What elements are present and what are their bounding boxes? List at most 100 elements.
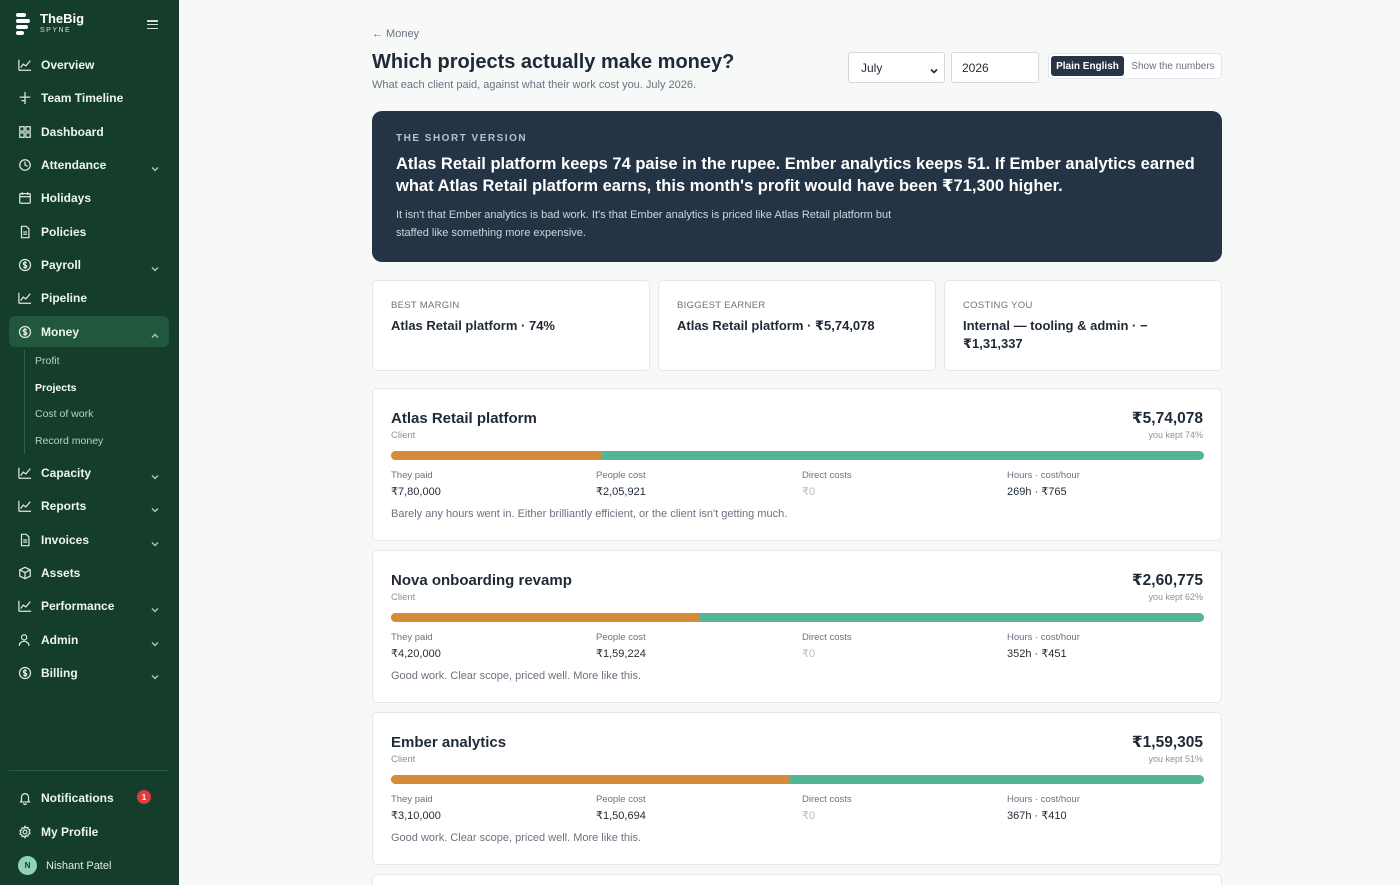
margin-bar bbox=[391, 613, 1204, 622]
sidebar-item-label: Pipeline bbox=[41, 290, 88, 305]
kpi-value: Atlas Retail platform · ₹5,74,078 bbox=[677, 318, 875, 333]
metric-people-cost: People cost ₹1,59,224 bbox=[596, 632, 646, 662]
clock-icon bbox=[17, 157, 33, 173]
metric-label: People cost bbox=[596, 632, 646, 643]
project-card-partial bbox=[372, 874, 1222, 885]
chevron-down-icon bbox=[151, 501, 159, 513]
metric-value: ₹3,10,000 bbox=[391, 810, 441, 822]
sidebar-item-label: Money bbox=[41, 324, 80, 339]
sidebar-item-label: Admin bbox=[41, 632, 79, 647]
sidebar-item-money[interactable]: Money bbox=[9, 316, 169, 347]
sidebar-item-label: My Profile bbox=[41, 824, 99, 839]
project-type-tag: Client bbox=[391, 754, 416, 765]
summary-headline: Atlas Retail platform keeps 74 paise in … bbox=[396, 155, 1195, 195]
metric-direct-costs: Direct costs ₹0 bbox=[802, 470, 852, 500]
user-icon bbox=[17, 632, 33, 648]
project-card[interactable]: Atlas Retail platform Client ₹5,74,078 you … bbox=[372, 388, 1222, 541]
sidebar-item-my-profile[interactable]: My Profile bbox=[9, 816, 169, 847]
sidebar-item-dashboard[interactable]: Dashboard bbox=[9, 116, 169, 147]
year-value: 2026 bbox=[962, 60, 989, 75]
chart-line-icon bbox=[17, 290, 33, 306]
sidebar-item-notifications[interactable]: Notifications 1 bbox=[9, 782, 169, 813]
sub-item-profit[interactable]: Profit bbox=[35, 355, 60, 367]
metric-label: Direct costs bbox=[802, 632, 852, 643]
sidebar-item-policies[interactable]: Policies bbox=[9, 216, 169, 247]
sub-item-projects[interactable]: Projects bbox=[35, 382, 77, 394]
metric-value: ₹2,05,921 bbox=[596, 486, 646, 498]
month-select[interactable]: July bbox=[848, 52, 945, 83]
metric-label: They paid bbox=[391, 794, 433, 805]
project-profit: ₹1,59,305 bbox=[1131, 734, 1203, 751]
avatar: N bbox=[18, 856, 37, 875]
margin-bar bbox=[391, 775, 1204, 784]
document-icon bbox=[17, 224, 33, 240]
metric-value: ₹4,20,000 bbox=[391, 648, 441, 660]
chart-line-icon bbox=[17, 598, 33, 614]
metric-value: 352h · ₹451 bbox=[1007, 648, 1067, 660]
chart-line-icon bbox=[17, 498, 33, 514]
sidebar-item-overview[interactable]: Overview bbox=[9, 49, 169, 80]
sidebar: TheBig SPYNE Overview Team Timeline Dashbo… bbox=[0, 0, 179, 885]
project-kept-percent: you kept 62% bbox=[1148, 592, 1203, 602]
project-card[interactable]: Ember analytics Client ₹1,59,305 you kept 5… bbox=[372, 712, 1222, 865]
summary-card: THE SHORT VERSION Atlas Retail platform … bbox=[372, 111, 1222, 262]
brand[interactable]: TheBig SPYNE bbox=[16, 12, 84, 35]
user-profile[interactable]: N Nishant Patel bbox=[18, 856, 111, 875]
cost-bar-segment bbox=[391, 451, 603, 460]
brand-logo-icon bbox=[16, 12, 30, 35]
project-card[interactable]: Nova onboarding revamp Client ₹2,60,775 you… bbox=[372, 550, 1222, 703]
sidebar-item-invoices[interactable]: Invoices bbox=[9, 524, 169, 555]
sidebar-item-pipeline[interactable]: Pipeline bbox=[9, 282, 169, 313]
gear-icon bbox=[17, 824, 33, 840]
sidebar-item-performance[interactable]: Performance bbox=[9, 590, 169, 621]
calendar-icon bbox=[17, 190, 33, 206]
project-kept-percent: you kept 74% bbox=[1148, 430, 1203, 440]
sub-item-record-money[interactable]: Record money bbox=[35, 435, 104, 447]
menu-toggle-icon[interactable] bbox=[147, 20, 158, 29]
chevron-down-icon bbox=[151, 535, 159, 547]
sidebar-item-billing[interactable]: Billing bbox=[9, 657, 169, 688]
month-value: July bbox=[861, 60, 883, 75]
metric-hours: Hours · cost/hour 269h · ₹765 bbox=[1007, 470, 1080, 500]
sidebar-item-assets[interactable]: Assets bbox=[9, 557, 169, 588]
sidebar-item-holidays[interactable]: Holidays bbox=[9, 182, 169, 213]
chart-line-icon bbox=[17, 465, 33, 481]
plain-english-toggle[interactable]: Plain English bbox=[1051, 56, 1124, 76]
sidebar-item-label: Capacity bbox=[41, 465, 92, 480]
sidebar-item-capacity[interactable]: Capacity bbox=[9, 457, 169, 488]
chevron-down-icon bbox=[151, 260, 159, 272]
year-input[interactable]: 2026 bbox=[951, 52, 1039, 83]
metric-label: They paid bbox=[391, 470, 433, 481]
breadcrumb-back-link[interactable]: ← Money bbox=[372, 28, 420, 40]
metric-hours: Hours · cost/hour 367h · ₹410 bbox=[1007, 794, 1080, 824]
kpi-label: BIGGEST EARNER bbox=[677, 300, 766, 311]
chevron-up-icon bbox=[151, 327, 159, 339]
sidebar-item-label: Reports bbox=[41, 498, 87, 513]
chart-line-icon bbox=[17, 57, 33, 73]
metric-label: Direct costs bbox=[802, 794, 852, 805]
page-title: Which projects actually make money? bbox=[372, 51, 735, 73]
sidebar-item-label: Notifications bbox=[41, 790, 114, 805]
show-numbers-toggle[interactable]: Show the numbers bbox=[1131, 60, 1215, 72]
sidebar-item-reports[interactable]: Reports bbox=[9, 490, 169, 521]
chevron-down-icon bbox=[151, 468, 159, 480]
project-name: Atlas Retail platform bbox=[391, 410, 537, 427]
project-kept-percent: you kept 51% bbox=[1148, 754, 1203, 764]
grid-icon bbox=[17, 124, 33, 140]
kpi-biggest-earner: BIGGEST EARNER Atlas Retail platform · ₹… bbox=[658, 280, 936, 371]
kpi-value: Atlas Retail platform · 74% bbox=[391, 318, 555, 333]
sidebar-item-label: Policies bbox=[41, 224, 87, 239]
sidebar-item-label: Team Timeline bbox=[41, 90, 124, 105]
sub-item-cost-of-work[interactable]: Cost of work bbox=[35, 408, 94, 420]
metric-label: They paid bbox=[391, 632, 433, 643]
sidebar-item-admin[interactable]: Admin bbox=[9, 624, 169, 655]
sidebar-item-attendance[interactable]: Attendance bbox=[9, 149, 169, 180]
chevron-down-icon bbox=[930, 64, 938, 74]
metric-label: Hours · cost/hour bbox=[1007, 794, 1080, 805]
project-note: Good work. Clear scope, priced well. Mor… bbox=[391, 832, 642, 844]
project-note: Barely any hours went in. Either brillia… bbox=[391, 508, 788, 520]
sidebar-item-team-timeline[interactable]: Team Timeline bbox=[9, 82, 169, 113]
metric-label: Hours · cost/hour bbox=[1007, 470, 1080, 481]
sidebar-item-payroll[interactable]: Payroll bbox=[9, 249, 169, 280]
view-mode-toggle: Plain English Show the numbers bbox=[1048, 53, 1222, 79]
